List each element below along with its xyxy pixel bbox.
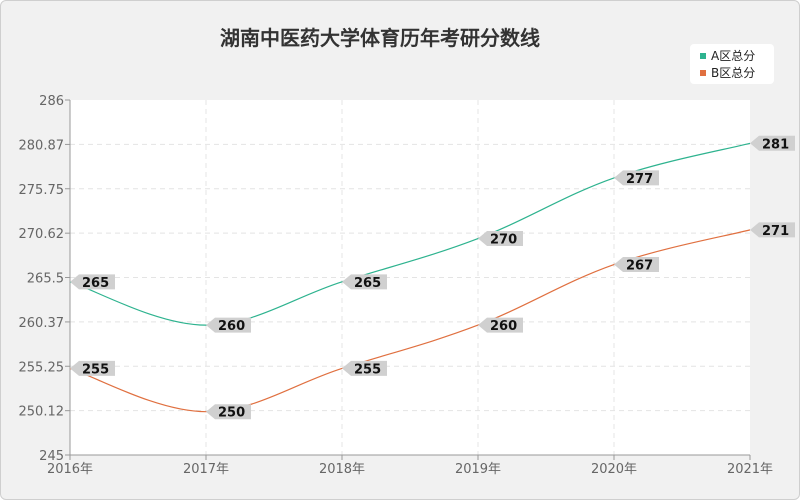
legend-swatch-a	[700, 52, 706, 59]
data-label: 255	[70, 360, 115, 377]
y-tick-label: 270.62	[19, 227, 65, 242]
y-tick-label: 260.37	[19, 316, 65, 331]
data-label-box	[478, 317, 523, 333]
data-label-box	[342, 360, 387, 376]
data-label-text: 255	[82, 362, 109, 377]
legend-item-a[interactable]: A区总分	[700, 48, 755, 64]
plot-area	[70, 100, 750, 455]
data-label-box	[70, 360, 115, 376]
legend-item-b[interactable]: B区总分	[700, 65, 755, 81]
data-label: 270	[478, 231, 523, 248]
data-label: 271	[750, 222, 795, 239]
data-label-text: 265	[82, 276, 109, 291]
y-tick-label: 250.12	[19, 405, 65, 420]
x-tick-label: 2017年	[183, 462, 229, 477]
legend-label-b: B区总分	[711, 66, 756, 80]
data-label-text: 260	[490, 319, 517, 334]
data-label-text: 250	[218, 406, 245, 421]
y-tick-label: 280.87	[19, 138, 65, 153]
data-label: 267	[614, 257, 659, 274]
data-label: 281	[750, 135, 795, 152]
chart-title: 湖南中医药大学体育历年考研分数线	[220, 26, 540, 50]
data-label-box	[342, 274, 387, 290]
x-tick-label: 2018年	[319, 462, 365, 477]
data-label-box	[614, 257, 659, 273]
data-label-box	[206, 317, 251, 333]
x-tick-label: 2021年	[727, 462, 773, 477]
data-label: 265	[342, 274, 387, 291]
data-label-text: 270	[490, 233, 517, 248]
data-label: 277	[614, 170, 659, 187]
data-label-box	[478, 231, 523, 247]
data-label-box	[70, 274, 115, 290]
data-label-box	[206, 404, 251, 420]
data-label: 260	[206, 317, 251, 334]
data-label-box	[614, 170, 659, 186]
x-tick-label: 2019年	[455, 462, 501, 477]
y-tick-label: 275.75	[19, 183, 65, 198]
data-label-text: 260	[218, 319, 245, 334]
data-label: 260	[478, 317, 523, 334]
y-tick-label: 265.5	[27, 272, 64, 287]
y-tick-label: 286	[39, 94, 64, 109]
legend-label-a: A区总分	[711, 49, 756, 63]
data-label: 250	[206, 404, 251, 421]
data-label-box	[750, 222, 795, 238]
legend-swatch-b	[700, 69, 706, 76]
x-tick-label: 2016年	[47, 462, 93, 477]
data-label: 255	[342, 360, 387, 377]
data-label-text: 267	[626, 259, 653, 274]
data-label-text: 277	[626, 172, 653, 187]
legend: A区总分 B区总分	[690, 44, 774, 84]
data-label-text: 281	[762, 137, 789, 152]
y-tick-label: 255.25	[19, 360, 65, 375]
x-tick-label: 2020年	[591, 462, 637, 477]
y-tick-label: 245	[39, 449, 64, 464]
data-label-text: 255	[354, 362, 381, 377]
data-label-text: 271	[762, 224, 789, 239]
data-label: 265	[70, 274, 115, 291]
data-label-text: 265	[354, 276, 381, 291]
data-label-box	[750, 135, 795, 151]
